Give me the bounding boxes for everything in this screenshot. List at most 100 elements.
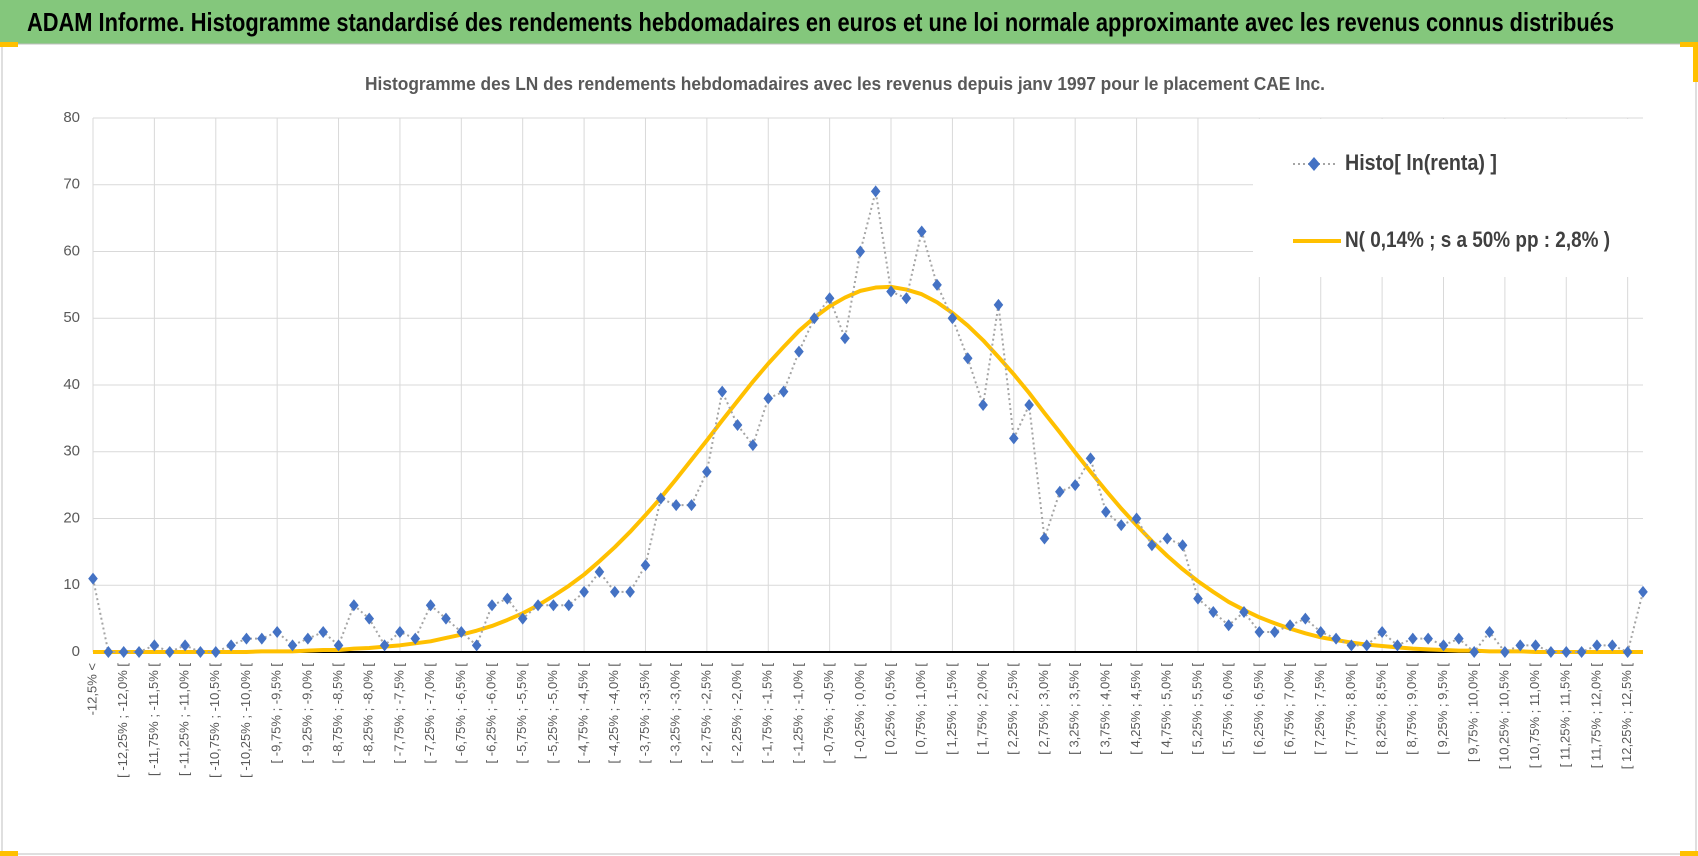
x-tick-label: [ -4,25% ; -4,0% [ <box>606 663 621 764</box>
data-point <box>901 292 912 305</box>
data-point <box>1423 632 1433 645</box>
x-tick-label: [ 3,75% ; 4,0% [ <box>1097 663 1112 755</box>
x-tick-label: [ 7,25% ; 7,5% [ <box>1312 663 1327 755</box>
x-tick-label: [ -9,75% ; -9,5% [ <box>269 663 284 764</box>
data-point <box>272 625 282 638</box>
x-tick-label: [ 1,25% ; 1,5% [ <box>944 663 959 755</box>
x-tick-label: [ -4,75% ; -4,5% [ <box>576 663 591 764</box>
data-point <box>1546 646 1556 658</box>
x-tick-label: [ -3,25% ; -3,0% [ <box>668 663 683 764</box>
corner <box>0 851 18 856</box>
data-point <box>947 312 958 325</box>
data-point <box>303 632 313 645</box>
data-point <box>1500 646 1510 658</box>
data-point <box>763 392 774 405</box>
x-tick-label: [ -2,25% ; -2,0% [ <box>729 663 744 764</box>
data-point <box>1208 605 1219 618</box>
data-point <box>533 599 543 612</box>
data-point <box>993 298 1004 311</box>
data-point <box>732 419 743 432</box>
legend-label: N( 0,14% ; s a 50% pp : 2,8% ) <box>1345 227 1610 252</box>
data-point <box>1193 592 1203 605</box>
x-tick-label: [ -11,25% ; -11,0% [ <box>177 663 192 776</box>
x-tick-label: [ 0,75% ; 1,0% [ <box>913 663 928 755</box>
x-tick-label: [ -1,25% ; -1,0% [ <box>790 663 805 764</box>
data-point <box>748 439 758 452</box>
data-point <box>134 646 144 658</box>
data-point <box>1377 625 1387 638</box>
data-point <box>1607 639 1618 652</box>
data-point <box>257 632 267 645</box>
x-tick-label: [ -6,75% ; -6,5% [ <box>453 663 468 764</box>
data-point <box>471 639 482 652</box>
data-point <box>1361 639 1372 652</box>
data-point <box>333 639 344 652</box>
x-tick-label: [ 12,25% ; 12,5% [ <box>1619 663 1634 770</box>
data-point <box>318 625 328 638</box>
data-point <box>1392 639 1403 652</box>
data-point <box>1147 539 1157 552</box>
data-point <box>809 312 820 325</box>
legend-marker <box>1308 157 1320 171</box>
x-tick-label: -12,5% < <box>84 663 99 715</box>
y-tick-label: 80 <box>63 109 80 126</box>
data-point <box>1162 532 1173 545</box>
data-point <box>1239 605 1249 618</box>
data-point <box>886 285 896 298</box>
data-point <box>1576 646 1587 658</box>
corner <box>1680 42 1698 47</box>
data-point <box>425 599 436 612</box>
y-tick-label: 70 <box>63 176 80 193</box>
data-point <box>1085 452 1096 465</box>
data-point <box>625 585 635 598</box>
data-point <box>1300 612 1311 625</box>
data-point <box>1223 619 1234 632</box>
data-point <box>1131 512 1142 525</box>
data-point <box>441 612 451 625</box>
data-point <box>487 599 497 612</box>
data-point <box>656 492 666 505</box>
data-point <box>1515 639 1526 652</box>
data-point <box>210 646 221 658</box>
data-point <box>640 559 651 572</box>
header-bar <box>0 0 1698 44</box>
data-point <box>1592 639 1602 652</box>
grid: 0 10 20 30 40 50 60 70 80 -12,5% < [ -12,25% ; -12… <box>63 109 1643 778</box>
x-tick-label: [ 4,25% ; 4,5% [ <box>1128 663 1143 755</box>
data-point <box>870 185 881 198</box>
data-point <box>1638 585 1648 598</box>
y-tick-label: 50 <box>63 309 80 326</box>
series-line <box>93 284 1643 654</box>
x-tick-label: [ 5,75% ; 6,0% [ <box>1220 663 1235 755</box>
data-point <box>1116 519 1127 532</box>
corner <box>1680 851 1698 856</box>
data-point <box>1024 399 1034 412</box>
x-tick-label: [ -9,25% ; -9,0% [ <box>299 663 314 764</box>
data-point <box>195 646 206 658</box>
data-point <box>149 639 160 652</box>
corner <box>1693 42 1698 82</box>
x-tick-label: [ -11,75% ; -11,5% [ <box>146 663 161 776</box>
x-tick-label: [ 10,25% ; 10,5% [ <box>1496 663 1511 770</box>
x-tick-label: [ 7,75% ; 8,0% [ <box>1343 663 1358 755</box>
data-point <box>932 278 942 291</box>
legend-box <box>1253 119 1648 277</box>
y-tick-label: 30 <box>63 443 80 460</box>
data-point <box>287 639 298 652</box>
x-tick-label: [ -5,75% ; -5,5% [ <box>514 663 529 764</box>
data-point <box>1438 639 1449 652</box>
chart-title: Histogramme des LN des rendements hebdom… <box>365 74 1325 94</box>
data-point <box>1622 646 1633 658</box>
x-tick-label: [ 8,25% ; 8,5% [ <box>1374 663 1389 755</box>
data-point <box>1008 432 1019 445</box>
legend-label: Histo[ ln(renta) ] <box>1345 150 1497 175</box>
data-point <box>364 612 375 625</box>
x-tick-label: [ -8,25% ; -8,0% [ <box>361 663 376 764</box>
data-point <box>1254 625 1265 638</box>
data-point <box>717 385 728 398</box>
y-tick-label: 0 <box>72 643 80 660</box>
data-point <box>118 646 129 658</box>
data-point <box>1561 646 1572 658</box>
data-point <box>609 585 620 598</box>
